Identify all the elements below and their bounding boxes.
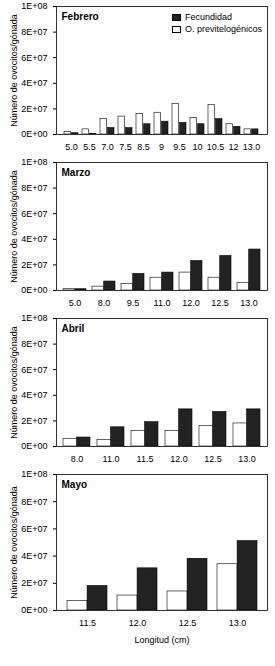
svg-text:11.5: 11.5 <box>79 618 96 628</box>
svg-text:13.0: 13.0 <box>238 454 256 464</box>
svg-text:8.0: 8.0 <box>71 454 84 464</box>
svg-text:6E+07: 6E+07 <box>21 365 47 375</box>
svg-text:7.5: 7.5 <box>119 142 132 152</box>
svg-text:Febrero: Febrero <box>62 11 99 22</box>
svg-text:8E+07: 8E+07 <box>21 27 47 37</box>
svg-text:0E+00: 0E+00 <box>21 129 47 139</box>
svg-text:12.0: 12.0 <box>170 454 188 464</box>
svg-text:0E+00: 0E+00 <box>21 441 47 451</box>
svg-text:Mayo: Mayo <box>62 479 88 490</box>
svg-text:9: 9 <box>159 142 164 152</box>
svg-text:12: 12 <box>228 142 238 152</box>
svg-text:2E+07: 2E+07 <box>21 416 47 426</box>
svg-text:1E+08: 1E+08 <box>21 469 47 479</box>
svg-text:Marzo: Marzo <box>62 167 91 178</box>
svg-text:12.0: 12.0 <box>182 298 200 308</box>
svg-text:2E+07: 2E+07 <box>21 104 47 114</box>
svg-text:12.0: 12.0 <box>129 618 147 628</box>
svg-text:4E+07: 4E+07 <box>21 78 47 88</box>
svg-text:6E+07: 6E+07 <box>21 53 47 63</box>
svg-text:6E+07: 6E+07 <box>21 209 47 219</box>
html-text:Fecundidad: Fecundidad <box>185 12 232 22</box>
svg-text:6E+07: 6E+07 <box>21 524 47 534</box>
svg-text:13.0: 13.0 <box>243 142 261 152</box>
svg-text:Número de ovocitos/gónada: Número de ovocitos/gónada <box>9 486 19 599</box>
svg-text:Número de ovocitos/gónada: Número de ovocitos/gónada <box>9 326 19 439</box>
svg-text:13.0: 13.0 <box>240 298 258 308</box>
svg-text:12.5: 12.5 <box>211 298 229 308</box>
svg-text:Número de ovocitos/gónada: Número de ovocitos/gónada <box>9 170 19 283</box>
svg-text:0E+00: 0E+00 <box>21 605 47 615</box>
svg-text:10.5: 10.5 <box>207 142 225 152</box>
svg-text:4E+07: 4E+07 <box>21 551 47 561</box>
svg-text:2E+07: 2E+07 <box>21 578 47 588</box>
svg-text:9.5: 9.5 <box>173 142 186 152</box>
svg-text:12.5: 12.5 <box>204 454 222 464</box>
svg-text:5.0: 5.0 <box>69 298 82 308</box>
svg-text:11.0: 11.0 <box>154 298 171 308</box>
html-text:O. previtelogénicos: O. previtelogénicos <box>185 24 262 34</box>
svg-text:Número de ovocitos/gónada: Número de ovocitos/gónada <box>9 14 19 127</box>
svg-text:7.0: 7.0 <box>101 142 114 152</box>
svg-text:5.0: 5.0 <box>65 142 78 152</box>
svg-text:5.5: 5.5 <box>83 142 96 152</box>
svg-text:1E+08: 1E+08 <box>21 1 47 11</box>
svg-text:9.5: 9.5 <box>127 298 140 308</box>
svg-text:8.0: 8.0 <box>98 298 111 308</box>
svg-text:1E+08: 1E+08 <box>21 313 47 323</box>
svg-text:4E+07: 4E+07 <box>21 390 47 400</box>
svg-text:0E+00: 0E+00 <box>21 285 47 295</box>
svg-text:8E+07: 8E+07 <box>21 339 47 349</box>
svg-text:4E+07: 4E+07 <box>21 234 47 244</box>
svg-text:8E+07: 8E+07 <box>21 183 47 193</box>
svg-text:10: 10 <box>192 142 202 152</box>
svg-text:8.5: 8.5 <box>137 142 150 152</box>
svg-text:11.0: 11.0 <box>103 454 120 464</box>
svg-text:11.5: 11.5 <box>137 454 154 464</box>
svg-text:1E+08: 1E+08 <box>21 157 47 167</box>
svg-text:Abril: Abril <box>62 323 85 334</box>
svg-text:12.5: 12.5 <box>179 618 197 628</box>
svg-text:2E+07: 2E+07 <box>21 260 47 270</box>
svg-text:8E+07: 8E+07 <box>21 497 47 507</box>
svg-text:13.0: 13.0 <box>229 618 247 628</box>
svg-text:Longitud (cm): Longitud (cm) <box>134 635 189 645</box>
